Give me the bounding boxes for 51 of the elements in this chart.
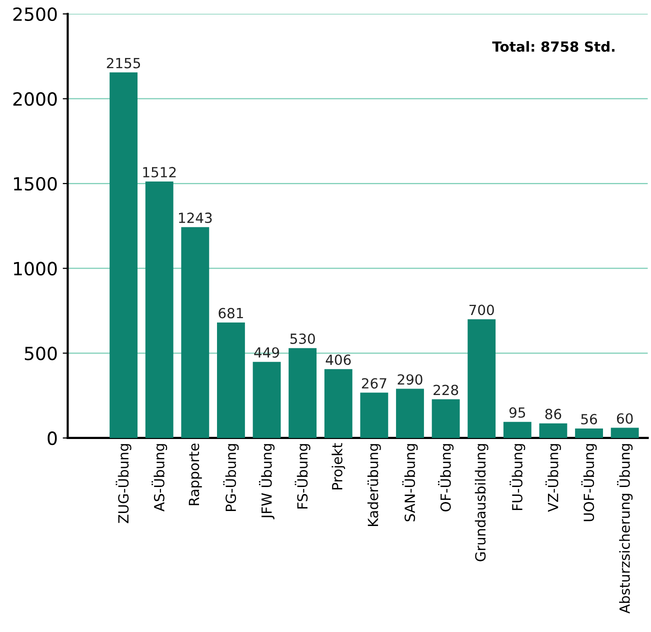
x-tick-label: AS-Übung	[152, 444, 168, 512]
x-tick-label: FS-Übung	[294, 444, 310, 508]
bar	[610, 428, 639, 438]
data-label: 228	[434, 384, 458, 396]
x-tick-label: ZUG-Übung	[116, 444, 132, 524]
bar	[468, 319, 496, 438]
x-tick-label: Absturzsicherung Übung	[617, 444, 633, 614]
data-label: 1512	[143, 166, 176, 178]
data-label: 1243	[179, 212, 212, 224]
x-tick-label: OF-Übung	[438, 444, 454, 512]
x-tick-label: Projekt	[332, 443, 346, 490]
data-label: 700	[469, 304, 494, 316]
y-tick-label: 500	[24, 346, 57, 360]
x-tick-label: Grundausbildung	[474, 444, 488, 562]
bar	[539, 423, 568, 438]
x-tick-label: PG-Übung	[223, 444, 239, 512]
y-tick-label: 0	[48, 431, 57, 446]
bar	[360, 392, 388, 438]
data-label: 530	[290, 333, 315, 344]
bar	[503, 422, 532, 438]
y-tick-label: 1500	[14, 176, 57, 191]
data-label: 681	[218, 308, 243, 318]
data-label: 2155	[106, 58, 140, 68]
bar	[575, 428, 603, 438]
data-label: 56	[581, 414, 597, 424]
bar	[217, 322, 245, 438]
x-tick-label: SAN-Übung	[402, 444, 418, 522]
data-label: 86	[545, 408, 562, 420]
x-tick-label: FU-Übung	[510, 444, 526, 510]
bar	[432, 399, 460, 438]
data-label: 95	[509, 407, 526, 418]
annotation: Total: 8758 Std.	[492, 41, 614, 52]
data-label: 406	[326, 354, 351, 366]
bar	[288, 348, 317, 438]
data-label: 267	[362, 378, 386, 389]
bar	[110, 72, 138, 438]
bar	[324, 369, 352, 438]
x-tick-label: Kaderübung	[367, 444, 381, 526]
data-label: 290	[398, 374, 422, 385]
bar	[145, 181, 174, 438]
bar	[252, 362, 281, 438]
data-label: 60	[616, 413, 633, 424]
bar	[181, 227, 210, 438]
bar	[396, 388, 424, 438]
y-tick-label: 1000	[14, 262, 57, 276]
x-tick-label: UOF-Übung	[581, 444, 597, 522]
y-tick-label: 2000	[13, 92, 57, 106]
x-tick-label: VZ-Übung	[545, 444, 561, 512]
y-tick-label: 2500	[13, 7, 57, 22]
x-tick-label: Rapporte	[188, 444, 202, 506]
x-tick-label: JFW Übung	[259, 444, 275, 520]
